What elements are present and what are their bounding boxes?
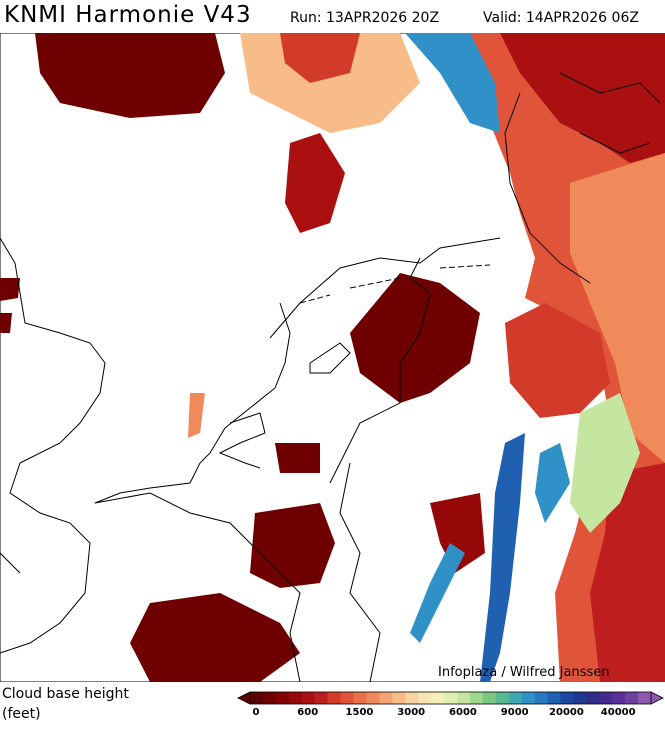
- colorbar: 0 600 1500 3000 6000 9000 20000 40000: [237, 691, 664, 718]
- colorbar-swatch: [534, 692, 548, 704]
- colorbar-swatch: [508, 692, 522, 704]
- colorbar-swatch: [547, 692, 561, 704]
- title: KNMI Harmonie V43: [4, 2, 252, 28]
- colorbar-swatch: [638, 692, 652, 704]
- colorbar-swatch: [625, 692, 639, 704]
- colorbar-swatch: [340, 692, 354, 704]
- colorbar-high-arrow: [650, 691, 664, 705]
- colorbar-swatch: [262, 692, 277, 704]
- colorbar-swatch: [327, 692, 341, 704]
- colorbar-tick-label: 1500: [346, 707, 374, 718]
- colorbar-swatch: [366, 692, 380, 704]
- colorbar-swatch: [573, 692, 587, 704]
- colorbar-tick-label: 3000: [397, 707, 425, 718]
- legend-label: Cloud base height: [2, 686, 129, 702]
- colorbar-swatch: [612, 692, 626, 704]
- legend-unit: (feet): [2, 706, 41, 722]
- colorbar-swatch: [495, 692, 510, 704]
- colorbar-swatch: [444, 692, 458, 704]
- credit: Infoplaza / Wilfred Janssen: [438, 665, 610, 680]
- colorbar-swatch: [314, 692, 328, 704]
- colorbar-swatch: [301, 692, 315, 704]
- colorbar-swatch: [405, 692, 419, 704]
- colorbar-swatch: [586, 692, 600, 704]
- colorbar-tick-label: 40000: [601, 707, 636, 718]
- colorbar-swatch: [521, 692, 535, 704]
- map: Infoplaza / Wilfred Janssen: [0, 33, 665, 682]
- colorbar-swatch: [392, 692, 406, 704]
- colorbar-frame: [249, 691, 652, 705]
- colorbar-low-arrow: [237, 691, 251, 705]
- colorbar-swatch: [456, 692, 471, 704]
- colorbar-tick-label: 20000: [549, 707, 584, 718]
- colorbar-swatch: [482, 692, 497, 704]
- colorbar-tick-label: 600: [297, 707, 318, 718]
- colorbar-swatch: [560, 692, 574, 704]
- valid-time: Valid: 14APR2026 06Z: [483, 10, 639, 26]
- colorbar-swatch: [418, 692, 432, 704]
- colorbar-swatch: [353, 692, 367, 704]
- coastlines: [0, 72, 661, 682]
- colorbar-tick-label: 9000: [501, 707, 529, 718]
- colorbar-swatch: [288, 692, 303, 704]
- cloud-fields: [0, 33, 665, 682]
- colorbar-tick-label: 0: [253, 707, 260, 718]
- colorbar-swatch: [599, 692, 613, 704]
- colorbar-tick-label: 6000: [449, 707, 477, 718]
- colorbar-swatch: [250, 692, 264, 704]
- colorbar-swatch: [469, 692, 484, 704]
- colorbar-swatch: [275, 692, 290, 704]
- colorbar-swatch: [431, 692, 445, 704]
- colorbar-swatch: [379, 692, 393, 704]
- run-time: Run: 13APR2026 20Z: [290, 10, 440, 26]
